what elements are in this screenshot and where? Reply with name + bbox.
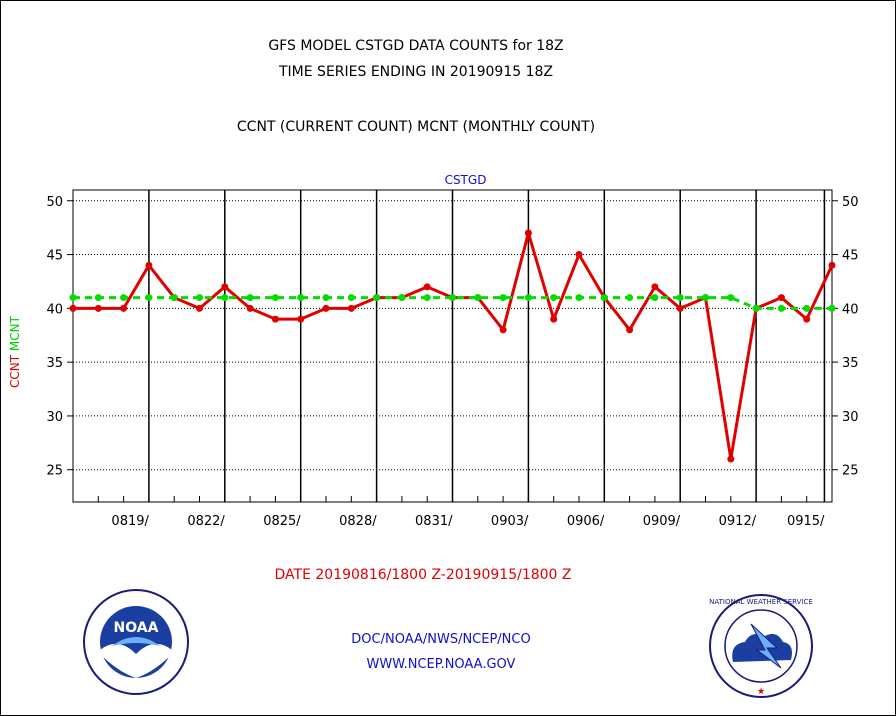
data-point-mcnt [524, 294, 532, 302]
data-point-ccnt [524, 229, 532, 237]
x-tick-label: 0825/ [263, 514, 301, 529]
x-tick-label: 0819/ [111, 514, 149, 529]
data-point-ccnt [499, 326, 507, 334]
noaa-logo-text: NOAA [114, 620, 159, 636]
chart-panel-title: CSTGD [445, 173, 487, 187]
chart-title-line1: GFS MODEL CSTGD DATA COUNTS for 18Z [268, 38, 564, 54]
data-point-ccnt [196, 304, 203, 312]
data-point-ccnt [271, 315, 279, 323]
nws-logo: ★ NATIONAL WEATHER SERVICE [709, 594, 813, 698]
data-point-ccnt [727, 455, 735, 463]
data-point-ccnt [828, 261, 836, 269]
y-tick-label-right: 45 [842, 249, 859, 264]
x-tick-label: 0915/ [787, 514, 825, 529]
data-point-mcnt [221, 294, 229, 302]
data-point-mcnt [651, 294, 659, 302]
x-tick-label: 0831/ [415, 514, 453, 529]
y-tick-label-left: 50 [46, 195, 63, 210]
data-point-mcnt [120, 294, 128, 302]
y-axis-label: CCNT MCNT [8, 315, 22, 388]
data-point-ccnt [423, 283, 431, 291]
data-point-mcnt [550, 294, 558, 302]
data-point-mcnt [626, 294, 634, 302]
y-tick-label-left: 35 [46, 356, 63, 371]
y-tick-label-right: 50 [842, 195, 859, 210]
x-tick-label: 0903/ [491, 514, 529, 529]
data-point-ccnt [777, 294, 785, 302]
data-point-mcnt [145, 294, 153, 302]
x-tick-label: 0912/ [719, 514, 757, 529]
data-point-mcnt [423, 294, 431, 302]
data-point-mcnt [449, 294, 456, 302]
data-point-ccnt [550, 315, 558, 323]
chart-subtitle: CCNT (CURRENT COUNT) MCNT (MONTHLY COUNT… [236, 119, 596, 135]
x-tick-label: 0906/ [567, 514, 605, 529]
data-point-mcnt [246, 294, 254, 302]
data-point-mcnt [727, 294, 735, 302]
data-point-mcnt [271, 294, 279, 302]
data-point-ccnt [94, 304, 102, 312]
data-point-mcnt [777, 304, 785, 312]
y-tick-label-left: 25 [46, 464, 63, 479]
data-point-ccnt [651, 283, 659, 291]
data-point-mcnt [575, 294, 583, 302]
y-tick-label-right: 40 [842, 302, 859, 317]
data-point-ccnt [221, 283, 229, 291]
data-point-mcnt [69, 294, 77, 302]
nws-logo-text: NATIONAL WEATHER SERVICE [709, 598, 813, 606]
data-point-mcnt [94, 294, 102, 302]
x-tick-label: 0828/ [339, 514, 377, 529]
data-point-mcnt [170, 294, 178, 302]
data-point-ccnt [246, 304, 254, 312]
data-point-ccnt [297, 315, 305, 323]
data-point-mcnt [196, 294, 203, 302]
data-point-mcnt [499, 294, 507, 302]
data-point-ccnt [120, 304, 128, 312]
data-point-ccnt [145, 261, 153, 269]
svg-text:★: ★ [757, 687, 765, 697]
data-point-ccnt [626, 326, 634, 334]
data-point-ccnt [803, 315, 811, 323]
data-point-mcnt [347, 294, 355, 302]
x-tick-label: 0909/ [643, 514, 681, 529]
data-point-mcnt [702, 294, 709, 302]
data-point-ccnt [676, 304, 684, 312]
noaa-logo: NOAA [83, 589, 189, 695]
data-point-ccnt [322, 304, 330, 312]
data-point-mcnt [398, 294, 406, 302]
y-tick-label-right: 30 [842, 410, 859, 425]
data-point-ccnt [69, 304, 77, 312]
chart-title-line2: TIME SERIES ENDING IN 20190915 18Z [279, 64, 553, 80]
data-point-mcnt [322, 294, 330, 302]
y-tick-label-right: 35 [842, 356, 859, 371]
data-point-mcnt [828, 304, 836, 312]
y-tick-label-left: 40 [46, 302, 63, 317]
footer-org: DOC/NOAA/NWS/NCEP/NCO [351, 632, 531, 647]
y-tick-label-left: 45 [46, 249, 63, 264]
data-point-mcnt [474, 294, 482, 302]
data-point-mcnt [803, 304, 811, 312]
x-tick-label: 0822/ [187, 514, 225, 529]
footer-url: WWW.NCEP.NOAA.GOV [366, 657, 516, 672]
y-tick-label-right: 25 [842, 464, 859, 479]
x-axis-label: DATE 20190816/1800 Z-20190915/1800 Z [275, 567, 572, 583]
data-point-ccnt [347, 304, 355, 312]
y-tick-label-left: 30 [46, 410, 63, 425]
y-axis-label-mcnt: MCNT [8, 315, 22, 351]
data-point-mcnt [752, 304, 760, 312]
y-axis-label-ccnt: CCNT [8, 351, 22, 388]
data-point-mcnt [297, 294, 305, 302]
data-point-ccnt [575, 251, 583, 259]
data-point-mcnt [373, 294, 381, 302]
data-point-mcnt [676, 294, 684, 302]
data-point-mcnt [600, 294, 608, 302]
